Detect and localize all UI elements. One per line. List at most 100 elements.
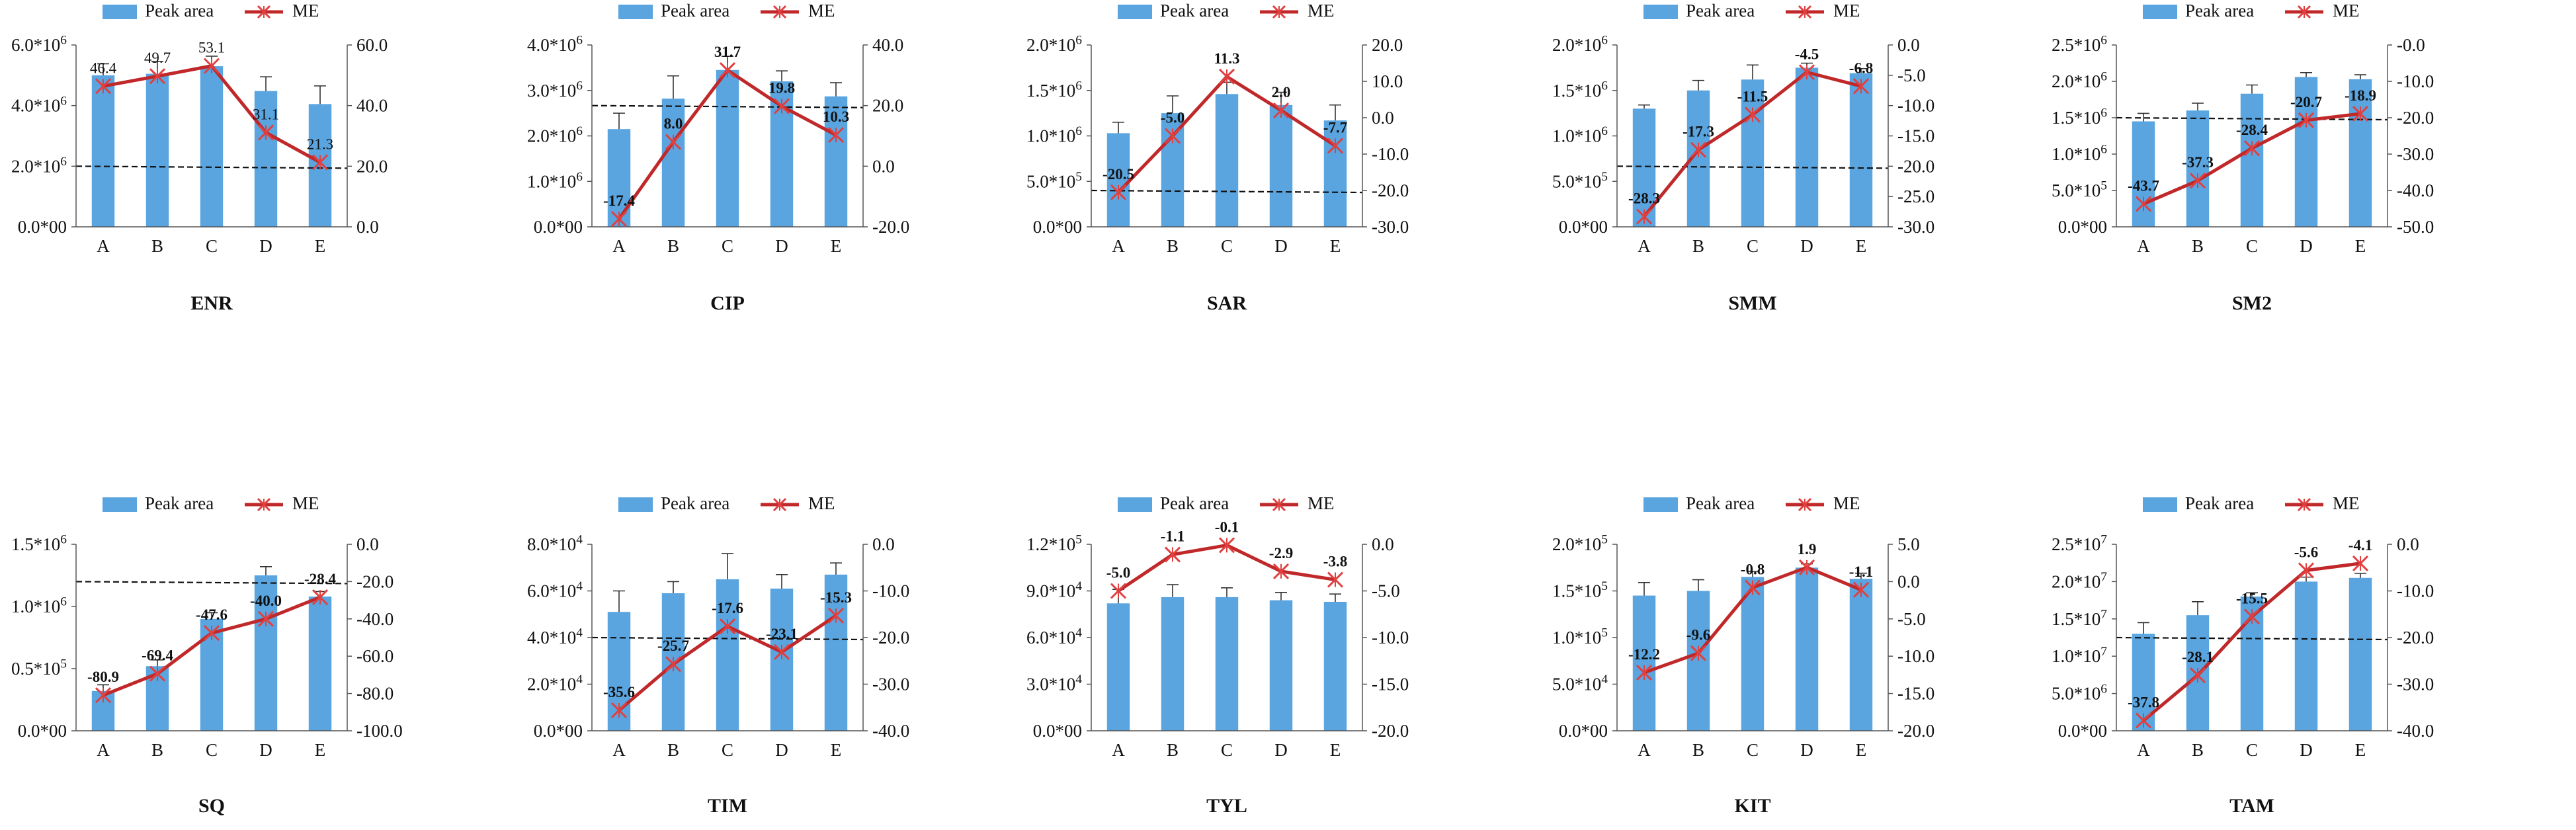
legend-line-marker bbox=[2297, 497, 2311, 512]
category-label: D bbox=[1800, 740, 1813, 760]
category-label: C bbox=[1221, 740, 1233, 760]
me-marker bbox=[257, 124, 274, 141]
me-marker bbox=[1164, 546, 1181, 563]
right-tick-label: -15.0 bbox=[1372, 675, 1409, 694]
legend: Peak area ME bbox=[1118, 1, 1335, 21]
category-label: A bbox=[1638, 740, 1651, 760]
legend-bar-label: Peak area bbox=[661, 1, 729, 21]
me-marker bbox=[257, 610, 274, 627]
category-label: E bbox=[315, 740, 326, 760]
chart-title: TIM bbox=[708, 795, 747, 817]
data-label: -5.6 bbox=[2294, 544, 2318, 560]
me-marker bbox=[2298, 112, 2315, 128]
me-marker bbox=[1690, 645, 1707, 661]
right-tick-label: -15.0 bbox=[1897, 684, 1934, 704]
left-tick-label: 2.0*104 bbox=[527, 673, 583, 694]
data-label: -43.7 bbox=[2128, 177, 2159, 194]
panel-sm2: Peak area ME 0.0*00 5.0*105 1.0*106 1.5*106 2.… bbox=[2052, 1, 2434, 314]
legend-line-marker bbox=[257, 497, 271, 512]
right-tick-label: -30.0 bbox=[1897, 217, 1934, 237]
bar bbox=[2294, 77, 2318, 228]
data-label: -5.0 bbox=[1161, 110, 1184, 126]
category-label: D bbox=[259, 740, 272, 760]
left-tick-label: 0.0*00 bbox=[1033, 721, 1082, 741]
data-label: -37.8 bbox=[2128, 694, 2159, 710]
left-tick-label: 1.0*105 bbox=[1552, 626, 1608, 647]
category-label: C bbox=[2246, 740, 2258, 760]
left-tick-label: 5.0*106 bbox=[2052, 682, 2107, 703]
me-marker bbox=[1164, 128, 1181, 144]
right-tick-label: -10.0 bbox=[1372, 628, 1409, 647]
right-tick-label: -20.0 bbox=[1897, 156, 1934, 176]
left-tick-label: 1.5*106 bbox=[2052, 106, 2107, 128]
data-label: -1.1 bbox=[1849, 563, 1873, 580]
left-tick-label: 2.0*105 bbox=[1552, 533, 1608, 554]
left-tick-label: 9.0*104 bbox=[1026, 579, 1082, 601]
chart-title: KIT bbox=[1734, 795, 1770, 817]
right-tick-label: 0.0 bbox=[1897, 571, 1920, 591]
bar bbox=[2186, 110, 2210, 227]
me-marker bbox=[1272, 563, 1290, 579]
right-tick-label: -30.0 bbox=[2397, 675, 2434, 694]
category-label: D bbox=[1800, 236, 1813, 256]
chart-title: SMM bbox=[1728, 292, 1776, 314]
panel-smm: Peak area ME 0.0*00 5.0*105 1.0*106 1.5*106 2.… bbox=[1552, 1, 1934, 314]
category-label: C bbox=[206, 236, 218, 256]
legend-bar-swatch bbox=[103, 5, 137, 19]
category-label: A bbox=[97, 236, 110, 256]
right-tick-label: 20.0 bbox=[872, 96, 903, 116]
me-marker bbox=[2135, 712, 2152, 729]
category-label: E bbox=[831, 740, 842, 760]
legend-bar-label: Peak area bbox=[1686, 1, 1755, 21]
category-label: B bbox=[667, 740, 679, 760]
me-marker bbox=[665, 656, 682, 673]
right-tick-label: -10.0 bbox=[1372, 144, 1409, 164]
data-label: 46.4 bbox=[90, 60, 117, 76]
bar bbox=[254, 91, 278, 227]
right-tick-label: -40.0 bbox=[872, 721, 909, 741]
data-label: -20.5 bbox=[1102, 166, 1134, 183]
legend-bar-label: Peak area bbox=[145, 1, 214, 21]
me-marker bbox=[1852, 78, 1870, 95]
legend-line-label: ME bbox=[292, 1, 319, 21]
legend-bar-swatch bbox=[1643, 5, 1678, 19]
data-label: -11.5 bbox=[1737, 88, 1768, 104]
legend-bar-label: Peak area bbox=[2185, 1, 2254, 21]
data-label: -80.9 bbox=[87, 669, 119, 685]
legend: Peak area ME bbox=[103, 1, 319, 21]
right-tick-label: 20.0 bbox=[356, 156, 388, 176]
bar bbox=[145, 73, 169, 228]
bar bbox=[1849, 73, 1873, 227]
me-marker bbox=[2243, 608, 2261, 625]
reference-line bbox=[2116, 636, 2388, 641]
category-label: C bbox=[1747, 740, 1759, 760]
right-tick-label: -20.0 bbox=[872, 217, 909, 237]
category-label: B bbox=[1692, 740, 1704, 760]
legend-bar-swatch bbox=[2143, 497, 2177, 512]
legend-line-marker bbox=[1272, 5, 1286, 19]
category-label: D bbox=[775, 740, 788, 760]
left-tick-label: 0.5*105 bbox=[11, 657, 67, 679]
me-marker bbox=[2352, 555, 2369, 571]
right-tick-label: -20.0 bbox=[2397, 108, 2434, 128]
category-label: D bbox=[775, 236, 788, 256]
data-label: -35.6 bbox=[603, 684, 635, 700]
legend-line-label: ME bbox=[1308, 1, 1335, 21]
right-tick-label: -5.0 bbox=[1897, 65, 1926, 85]
bar bbox=[1323, 601, 1347, 731]
bar bbox=[1106, 133, 1130, 227]
data-label: -23.1 bbox=[766, 626, 798, 642]
legend-line-marker bbox=[772, 5, 787, 19]
category-label: E bbox=[1330, 236, 1341, 256]
category-label: B bbox=[1692, 236, 1704, 256]
legend-line-marker bbox=[2297, 5, 2311, 19]
left-tick-label: 4.0*106 bbox=[527, 34, 583, 55]
data-label: -9.6 bbox=[1686, 627, 1710, 643]
bar bbox=[1795, 567, 1819, 731]
me-marker bbox=[1798, 559, 1815, 576]
right-tick-label: -50.0 bbox=[2397, 217, 2434, 237]
me-marker bbox=[2298, 562, 2315, 579]
legend-bar-label: Peak area bbox=[145, 493, 214, 513]
reference-line bbox=[591, 104, 864, 108]
